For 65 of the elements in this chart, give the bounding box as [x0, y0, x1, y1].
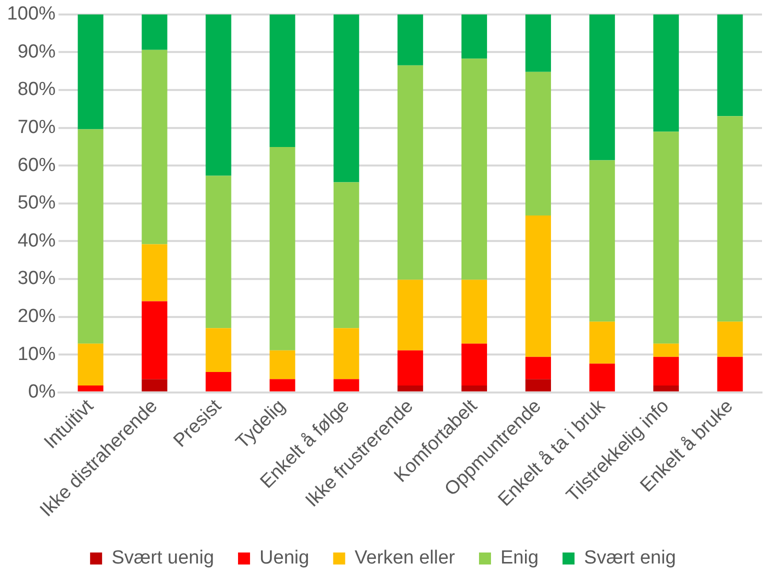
- y-tick-label: 10%: [18, 344, 56, 365]
- bar: [78, 129, 104, 344]
- bar: [334, 182, 360, 328]
- y-tick-label: 50%: [18, 192, 56, 214]
- bar: [206, 372, 232, 392]
- bar: [717, 356, 743, 392]
- bar: [142, 14, 168, 50]
- legend-label: Svært enig: [584, 548, 676, 569]
- legend-label: Enig: [500, 548, 539, 569]
- bar: [142, 244, 168, 302]
- bar: [206, 176, 232, 328]
- y-tick-label: 70%: [18, 117, 56, 138]
- legend-label: Uenig: [260, 548, 310, 569]
- bar: [589, 14, 615, 160]
- y-tick-label: 30%: [18, 268, 56, 290]
- bar: [270, 379, 296, 392]
- bar: [525, 356, 551, 380]
- y-tick-label: 0%: [28, 382, 56, 403]
- bar: [398, 14, 424, 66]
- bar: [653, 14, 679, 132]
- bar: [653, 344, 679, 357]
- bar: [398, 386, 424, 392]
- bar: [653, 132, 679, 344]
- bar: [589, 160, 615, 322]
- y-tick-label: 100%: [6, 4, 56, 25]
- bar: [653, 356, 679, 386]
- bar: [142, 301, 168, 380]
- bar: [270, 14, 296, 148]
- bar: [78, 386, 104, 392]
- bar: [461, 386, 488, 392]
- y-tick-label: 60%: [18, 154, 56, 176]
- bar: [461, 344, 488, 386]
- bar: [78, 14, 104, 130]
- bar: [334, 14, 360, 182]
- bar: [334, 328, 360, 380]
- bar: [461, 58, 488, 280]
- bar: [589, 364, 615, 392]
- bar: [589, 322, 615, 364]
- bar: [525, 379, 551, 392]
- legend-label: Svært uenig: [112, 548, 214, 569]
- bar: [461, 280, 488, 344]
- bar: [78, 344, 104, 386]
- bar: [717, 322, 743, 357]
- y-tick-label: 40%: [18, 230, 56, 252]
- bar: [653, 386, 679, 392]
- y-tick-label: 20%: [18, 306, 56, 327]
- bar: [206, 14, 232, 176]
- bar: [525, 215, 551, 357]
- bar: [142, 50, 168, 244]
- bar: [334, 379, 360, 392]
- bar: [270, 147, 296, 350]
- bar: [398, 65, 424, 280]
- bar: [717, 14, 743, 116]
- legend-label: Verken eller: [354, 548, 456, 569]
- bar: [398, 350, 424, 386]
- bar: [206, 328, 232, 372]
- bar: [717, 116, 743, 322]
- bar: [270, 350, 296, 380]
- bar: [461, 14, 488, 59]
- bar: [525, 72, 551, 216]
- bar: [525, 14, 551, 72]
- y-tick-label: 90%: [18, 41, 56, 62]
- bar: [142, 379, 168, 392]
- bar: [398, 280, 424, 350]
- y-tick-label: 80%: [18, 79, 56, 100]
